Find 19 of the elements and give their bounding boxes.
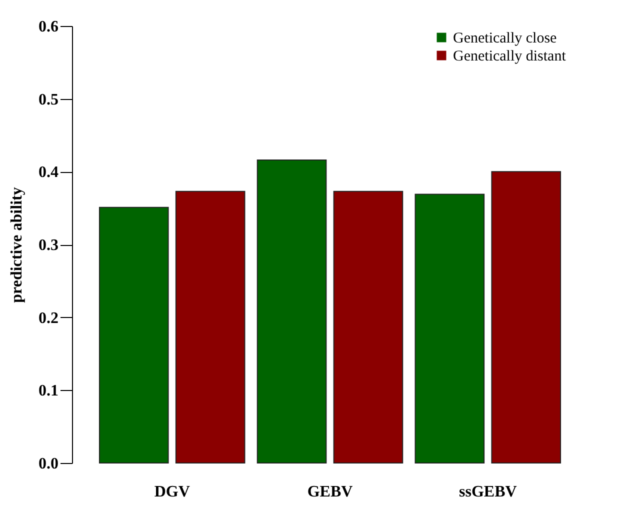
bar xyxy=(414,194,485,464)
y-tick-label: 0.3 xyxy=(38,237,58,254)
y-tick-label: 0.0 xyxy=(38,456,58,472)
y-tick-label: 0.6 xyxy=(38,18,58,36)
y-tick-label: 0.2 xyxy=(38,310,58,327)
y-axis-title: predictive ability xyxy=(8,187,26,303)
bar xyxy=(333,190,404,464)
legend-label: Genetically distant xyxy=(453,48,567,64)
y-tick-label: 0.1 xyxy=(38,382,58,400)
bar xyxy=(256,160,327,464)
x-tick-label: GEBV xyxy=(307,484,354,500)
legend-label: Genetically close xyxy=(453,30,558,46)
bar xyxy=(98,206,169,464)
bar xyxy=(491,171,562,464)
y-tick-label: 0.5 xyxy=(38,91,58,108)
x-tick-label: DGV xyxy=(154,484,190,500)
y-tick-label: 0.4 xyxy=(38,164,58,182)
bar xyxy=(175,190,246,464)
x-tick-label: ssGEBV xyxy=(458,484,518,500)
